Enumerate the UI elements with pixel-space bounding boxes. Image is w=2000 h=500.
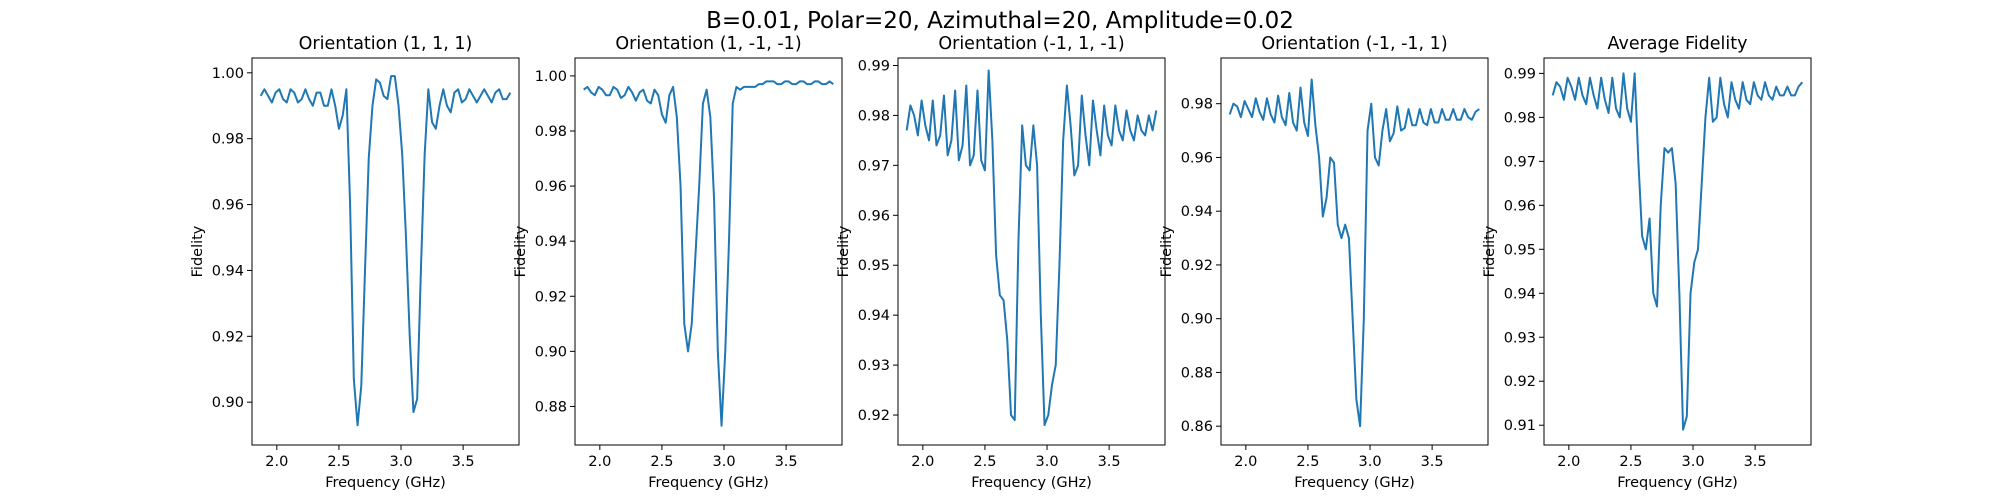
y-tick-label: 0.95 <box>1504 242 1536 258</box>
x-axis-label: Frequency (GHz) <box>648 475 769 491</box>
x-tick-label: 3.0 <box>712 454 735 470</box>
y-tick-label: 0.90 <box>535 344 567 360</box>
y-tick-label: 0.92 <box>212 329 244 345</box>
x-tick-label: 3.5 <box>452 454 475 470</box>
y-tick-label: 0.92 <box>1504 374 1536 390</box>
y-tick-label: 0.96 <box>535 179 567 195</box>
y-tick-label: 0.98 <box>1181 97 1213 113</box>
y-tick-label: 0.92 <box>858 408 890 424</box>
y-tick-label: 1.00 <box>212 66 244 82</box>
y-tick-label: 0.94 <box>1504 286 1536 302</box>
x-tick-label: 2.0 <box>1557 454 1580 470</box>
y-axis-label: Fidelity <box>190 225 206 277</box>
fidelity-series-line <box>583 80 834 427</box>
plot-frame <box>1543 57 1812 446</box>
x-tick-label: 2.0 <box>588 454 611 470</box>
subplot-1: Orientation (1, 1, 1) 2.0 2.5 3.0 3.5 0.90 0.9… <box>190 34 520 491</box>
y-tick-label: 0.95 <box>858 258 890 274</box>
x-tick-label: 3.5 <box>1098 454 1121 470</box>
y-tick-label: 0.93 <box>1504 330 1536 346</box>
x-tick-label: 2.0 <box>265 454 288 470</box>
y-axis-label: Fidelity <box>1482 225 1498 277</box>
fidelity-series-line <box>1228 78 1480 428</box>
x-tick-label: 2.5 <box>973 454 996 470</box>
x-tick-label: 3.0 <box>389 454 412 470</box>
x-tick-label: 3.0 <box>1681 454 1704 470</box>
y-tick-label: 0.94 <box>212 263 244 279</box>
x-tick-label: 2.5 <box>650 454 673 470</box>
y-tick-label: 0.98 <box>535 124 567 140</box>
subplot-title: Average Fidelity <box>1608 34 1748 54</box>
subplot-4: Orientation (-1, -1, 1) 2.0 2.5 3.0 3.5 0.86 0… <box>1159 34 1489 491</box>
y-tick-label: 0.88 <box>535 399 567 415</box>
y-tick-label: 0.96 <box>212 198 244 214</box>
fidelity-series-line <box>259 75 512 427</box>
y-tick-label: 0.92 <box>1181 258 1213 274</box>
figure-suptitle: B=0.01, Polar=20, Azimuthal=20, Amplitud… <box>706 8 1294 34</box>
subplot-title: Orientation (-1, 1, -1) <box>938 34 1124 54</box>
plot-frame <box>1220 57 1489 446</box>
fidelity-series-line <box>905 69 1158 427</box>
y-axis-label: Fidelity <box>513 225 529 277</box>
y-tick-label: 0.98 <box>212 132 244 148</box>
plot-frame <box>574 57 843 446</box>
subplot-title: Orientation (-1, -1, 1) <box>1261 34 1447 54</box>
y-tick-label: 0.99 <box>858 58 890 74</box>
x-axis-label: Frequency (GHz) <box>1617 475 1738 491</box>
x-axis-label: Frequency (GHz) <box>971 475 1092 491</box>
y-tick-label: 0.90 <box>1181 312 1213 328</box>
x-tick-label: 3.0 <box>1035 454 1058 470</box>
y-axis-label: Fidelity <box>1159 225 1175 277</box>
y-tick-label: 0.94 <box>1181 204 1213 220</box>
y-tick-label: 0.94 <box>535 234 567 250</box>
x-tick-label: 3.0 <box>1358 454 1381 470</box>
x-tick-label: 3.5 <box>1744 454 1767 470</box>
y-tick-label: 0.99 <box>1504 66 1536 82</box>
subplot-title: Orientation (1, -1, -1) <box>615 34 801 54</box>
x-tick-label: 3.5 <box>1421 454 1444 470</box>
y-tick-label: 0.91 <box>1504 418 1536 434</box>
subplot-title: Orientation (1, 1, 1) <box>299 34 473 54</box>
y-tick-label: 0.96 <box>858 208 890 224</box>
x-tick-label: 2.0 <box>911 454 934 470</box>
x-tick-label: 2.5 <box>327 454 350 470</box>
subplot-2: Orientation (1, -1, -1) 2.0 2.5 3.0 3.5 0.88 0… <box>513 34 843 491</box>
x-axis-label: Frequency (GHz) <box>325 475 446 491</box>
plot-frame <box>897 57 1166 446</box>
y-tick-label: 0.98 <box>858 108 890 124</box>
plot-frame <box>251 57 520 446</box>
y-tick-label: 0.86 <box>1181 419 1213 435</box>
subplot-5: Average Fidelity 2.0 2.5 3.0 3.5 0.91 0.92 0.93… <box>1482 34 1812 491</box>
y-tick-label: 0.88 <box>1181 365 1213 381</box>
y-tick-label: 1.00 <box>535 69 567 85</box>
y-tick-label: 0.90 <box>212 395 244 411</box>
y-tick-label: 0.97 <box>858 158 890 174</box>
y-tick-label: 0.98 <box>1504 110 1536 126</box>
y-tick-label: 0.94 <box>858 308 890 324</box>
y-tick-label: 0.92 <box>535 289 567 305</box>
x-tick-label: 2.5 <box>1296 454 1319 470</box>
y-tick-label: 0.96 <box>1504 198 1536 214</box>
x-tick-label: 2.5 <box>1619 454 1642 470</box>
fidelity-series-line <box>1551 72 1804 431</box>
y-tick-label: 0.97 <box>1504 154 1536 170</box>
y-tick-label: 0.93 <box>858 358 890 374</box>
x-axis-label: Frequency (GHz) <box>1294 475 1415 491</box>
subplot-panels: Orientation (1, 1, 1) 2.0 2.5 3.0 3.5 0.90 0.9… <box>190 34 1812 491</box>
x-tick-label: 2.0 <box>1234 454 1257 470</box>
subplot-3: Orientation (-1, 1, -1) 2.0 2.5 3.0 3.5 0.92 0… <box>836 34 1166 491</box>
y-axis-label: Fidelity <box>836 225 852 277</box>
x-tick-label: 3.5 <box>775 454 798 470</box>
y-tick-label: 0.96 <box>1181 150 1213 166</box>
